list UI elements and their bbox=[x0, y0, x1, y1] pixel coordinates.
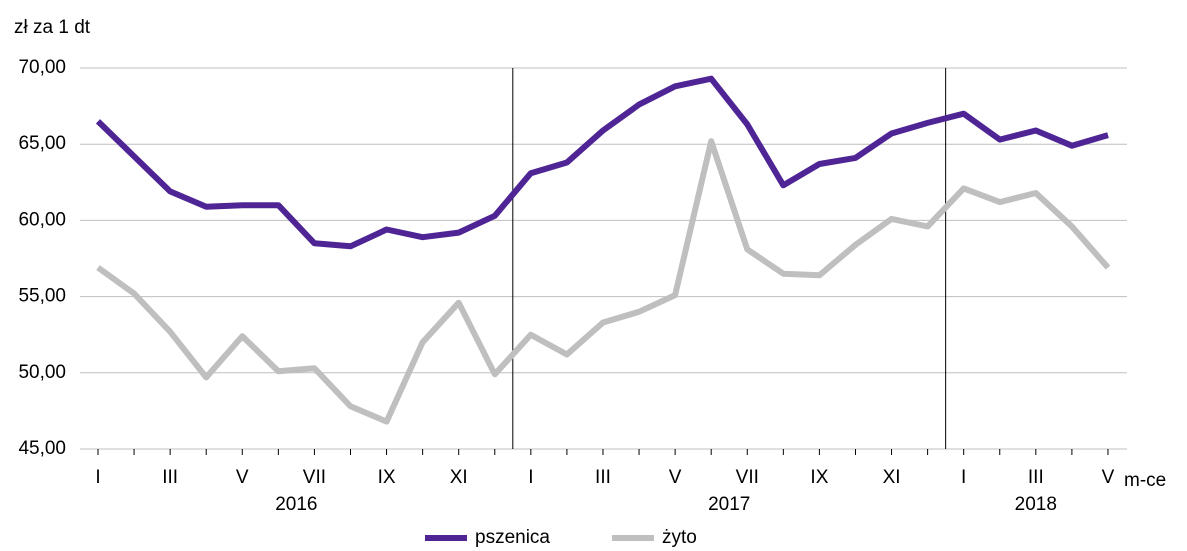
year-label: 2016 bbox=[275, 494, 317, 515]
y-tick-label: 50,00 bbox=[18, 362, 66, 383]
x-tick-label: VII bbox=[736, 467, 759, 488]
y-tick-label: 55,00 bbox=[18, 286, 66, 307]
y-axis-label: zł za 1 dt bbox=[14, 17, 91, 38]
x-tick-label: VII bbox=[303, 467, 326, 488]
x-tick-label: IX bbox=[378, 467, 396, 488]
x-tick-label: V bbox=[669, 467, 682, 488]
x-tick-label: I bbox=[528, 467, 533, 488]
x-tick-label: IX bbox=[810, 467, 828, 488]
y-tick-label: 70,00 bbox=[18, 57, 66, 78]
x-tick-label: XI bbox=[450, 467, 468, 488]
x-tick-label: V bbox=[1102, 467, 1115, 488]
x-tick-label: XI bbox=[883, 467, 901, 488]
year-label: 2018 bbox=[1015, 494, 1057, 515]
y-tick-label: 45,00 bbox=[18, 438, 66, 459]
x-axis-label: m-ce bbox=[1124, 470, 1166, 491]
legend-label: żyto bbox=[662, 527, 697, 548]
x-tick-label: I bbox=[95, 467, 100, 488]
x-tick-label: V bbox=[236, 467, 249, 488]
x-tick-label: III bbox=[595, 467, 611, 488]
series-line bbox=[96, 138, 1111, 425]
x-tick-label: III bbox=[162, 467, 178, 488]
series-line bbox=[95, 75, 1109, 250]
y-tick-label: 60,00 bbox=[18, 209, 66, 230]
x-tick-label: I bbox=[961, 467, 966, 488]
x-tick-label: III bbox=[1028, 467, 1044, 488]
year-label: 2017 bbox=[708, 494, 750, 515]
y-tick-label: 65,00 bbox=[18, 133, 66, 154]
legend-label: pszenica bbox=[475, 527, 550, 548]
